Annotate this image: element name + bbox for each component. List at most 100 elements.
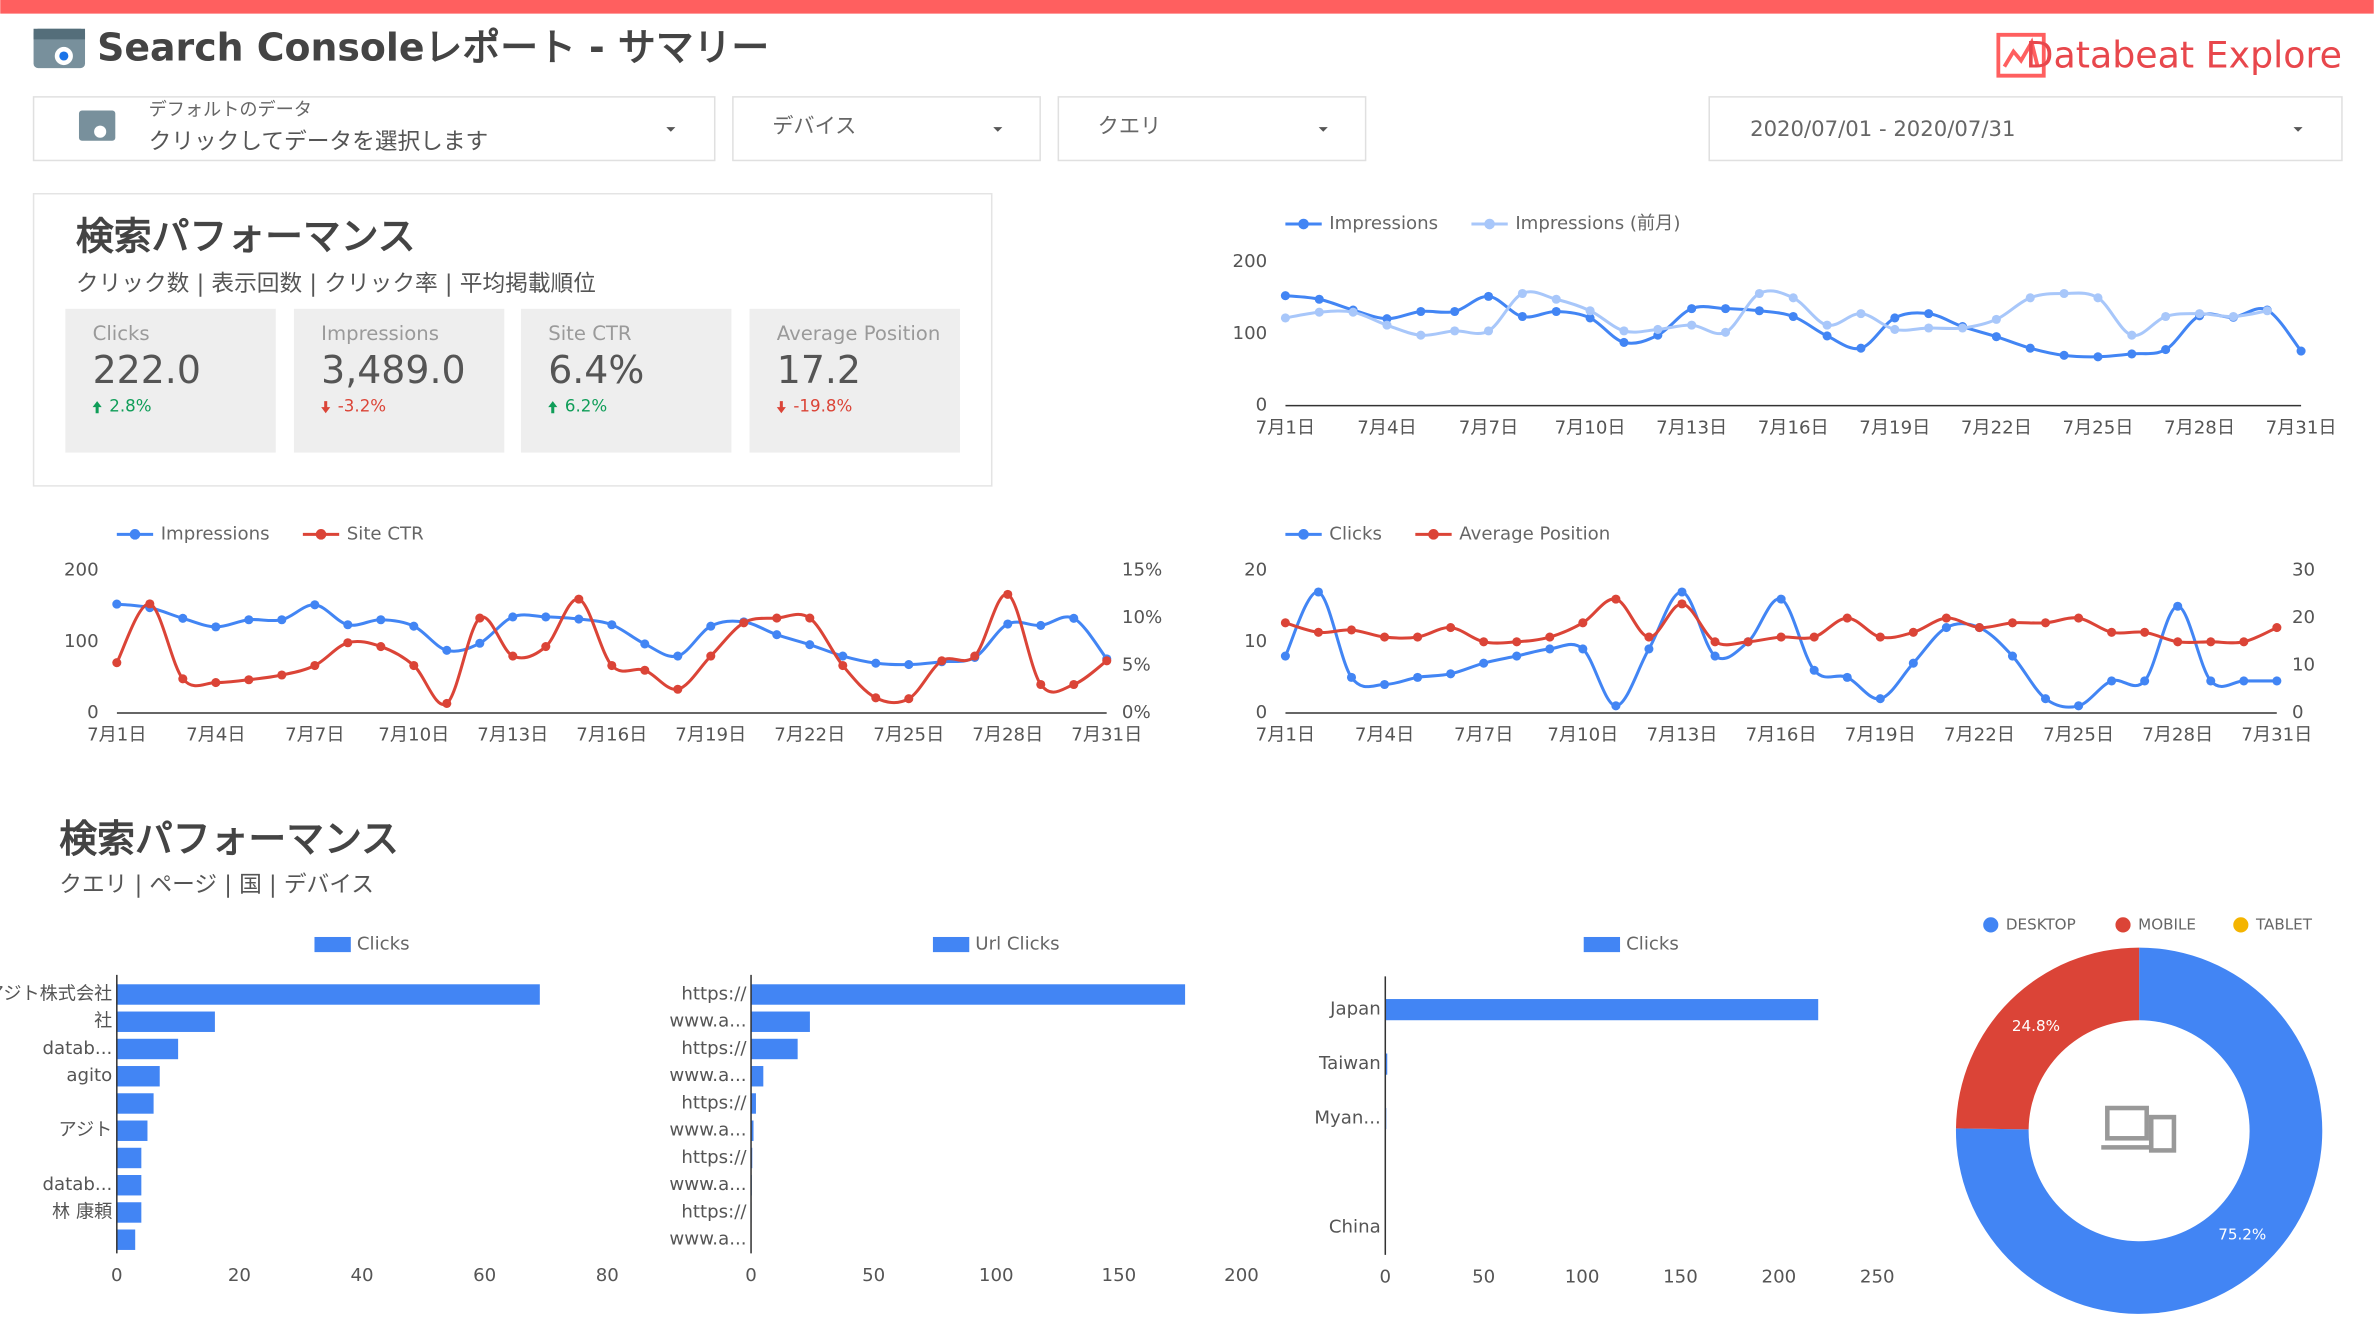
data-point bbox=[1416, 330, 1426, 340]
y-tick-label: 200 bbox=[64, 560, 99, 581]
page-title: Search Consoleレポート - サマリー bbox=[97, 25, 769, 69]
x-tick-label: 7月25日 bbox=[2043, 725, 2114, 746]
data-point bbox=[409, 621, 419, 631]
data-point bbox=[838, 660, 848, 671]
data-point bbox=[211, 678, 221, 688]
x-tick-label: 7月7日 bbox=[1459, 417, 1518, 438]
x-tick-label: 7月25日 bbox=[873, 725, 944, 746]
filter-label: デフォルトのデータ bbox=[149, 100, 312, 121]
bar bbox=[116, 1093, 154, 1114]
category-label: datab... bbox=[43, 1174, 113, 1195]
data-point bbox=[112, 599, 122, 609]
y2-tick-label: 5% bbox=[1122, 655, 1151, 676]
x-tick-label: 7月4日 bbox=[186, 725, 245, 746]
data-point bbox=[1924, 309, 1934, 319]
filter-text: 2020/07/01 - 2020/07/31 bbox=[1750, 116, 2015, 141]
data-point bbox=[1957, 323, 1968, 333]
query-filter[interactable]: クエリ bbox=[1057, 96, 1367, 162]
data-point bbox=[178, 613, 188, 623]
data-point bbox=[277, 670, 287, 680]
data-point bbox=[706, 651, 716, 661]
bar bbox=[116, 984, 540, 1005]
x-tick-label: 7月28日 bbox=[2164, 417, 2235, 438]
data-point bbox=[1517, 288, 1527, 299]
data-point bbox=[1036, 620, 1046, 630]
bar bbox=[751, 1038, 798, 1060]
data-point bbox=[2107, 627, 2117, 637]
y2-tick-label: 0 bbox=[2292, 702, 2304, 723]
scorecard-label: Average Position bbox=[777, 322, 941, 345]
data-point bbox=[1379, 632, 1390, 642]
legend-label: Average Position bbox=[1459, 523, 1610, 544]
legend-swatch bbox=[932, 936, 970, 953]
y-tick-label: 200 bbox=[1233, 251, 1268, 272]
bar bbox=[751, 1066, 764, 1087]
data-point bbox=[343, 620, 353, 630]
data-point bbox=[178, 674, 188, 684]
data-point bbox=[1446, 623, 1456, 633]
scorecard-bg bbox=[749, 308, 960, 453]
data-point bbox=[1413, 632, 1423, 642]
x-tick-label: 7月10日 bbox=[1547, 725, 1618, 746]
x-tick-label: 0 bbox=[745, 1265, 757, 1286]
data-point bbox=[541, 642, 551, 652]
category-label: アジト株式会社 bbox=[0, 984, 112, 1005]
bar bbox=[116, 1147, 142, 1169]
section-subtitle: クリック数 | 表示回数 | クリック率 | 平均掲載順位 bbox=[76, 271, 596, 297]
legend-item: Impressions bbox=[1285, 213, 1438, 234]
category-label: www.a... bbox=[669, 1065, 746, 1086]
x-tick-label: 7月31日 bbox=[1071, 725, 1142, 746]
data-point bbox=[1875, 632, 1885, 642]
data-point bbox=[1382, 314, 1392, 324]
data-point bbox=[1890, 324, 1900, 334]
legend-item: Impressions bbox=[116, 523, 270, 544]
legend: Impressions Impressions (前月) bbox=[1285, 213, 1680, 234]
bar bbox=[751, 1011, 810, 1032]
data-point bbox=[673, 651, 683, 661]
x-tick-label: 7月1日 bbox=[1256, 417, 1315, 438]
legend: Url Clicks bbox=[932, 934, 1060, 955]
bar-chart: 0 50 100 150 200 https:// www.a... https:// www.… bbox=[669, 934, 1258, 1286]
data-point bbox=[1578, 644, 1588, 654]
legend: Clicks Average Position bbox=[1285, 523, 1610, 544]
data-point bbox=[1677, 587, 1687, 597]
legend: Clicks bbox=[314, 934, 410, 955]
data-point bbox=[1856, 309, 1866, 319]
bar-chart: 0 50 100 150 200 250 Japan Taiwan Myan... China Cl… bbox=[1314, 934, 1894, 1288]
data-point bbox=[2173, 601, 2183, 611]
data-point bbox=[1687, 320, 1697, 330]
device-icon bbox=[2101, 1105, 2177, 1153]
x-tick-label: 7月4日 bbox=[1355, 725, 1414, 746]
legend-label: Site CTR bbox=[347, 523, 424, 544]
y2-tick-label: 20 bbox=[2292, 607, 2315, 628]
logo-icon bbox=[1996, 32, 2046, 78]
data-point bbox=[574, 614, 584, 624]
x-tick-label: 7月16日 bbox=[576, 725, 647, 746]
data-point bbox=[1991, 332, 2001, 342]
data-point bbox=[2206, 637, 2216, 647]
data-point bbox=[376, 642, 386, 652]
data-point bbox=[1479, 637, 1489, 647]
scorecard-bg bbox=[293, 308, 505, 453]
data-point bbox=[508, 612, 518, 622]
data-point bbox=[244, 675, 254, 685]
y2-tick-label: 10 bbox=[2292, 655, 2315, 676]
category-label: Taiwan bbox=[1318, 1053, 1381, 1074]
data-point bbox=[772, 630, 782, 640]
data-point bbox=[640, 665, 650, 675]
filter-placeholder: クリックしてデータを選択します bbox=[149, 129, 489, 155]
data-source-filter[interactable]: デフォルトのデータ クリックしてデータを選択します bbox=[32, 96, 716, 162]
data-point bbox=[1479, 658, 1489, 668]
scorecard-value: 17.2 bbox=[777, 348, 861, 392]
data-point bbox=[1313, 587, 1323, 597]
bar-chart: 0 20 40 60 80 アジト株式会社社 datab... agito アジト datab..… bbox=[0, 934, 619, 1286]
category-label: Myan... bbox=[1314, 1108, 1380, 1129]
data-point bbox=[1842, 672, 1852, 682]
bar bbox=[751, 1093, 756, 1114]
legend-item: DESKTOP bbox=[1983, 915, 2076, 933]
bar bbox=[1385, 1053, 1388, 1075]
date-range-filter[interactable]: 2020/07/01 - 2020/07/31 bbox=[1708, 96, 2343, 162]
arrow-up bbox=[548, 401, 558, 414]
data-point bbox=[1644, 644, 1654, 654]
device-filter[interactable]: デバイス bbox=[732, 96, 1041, 162]
